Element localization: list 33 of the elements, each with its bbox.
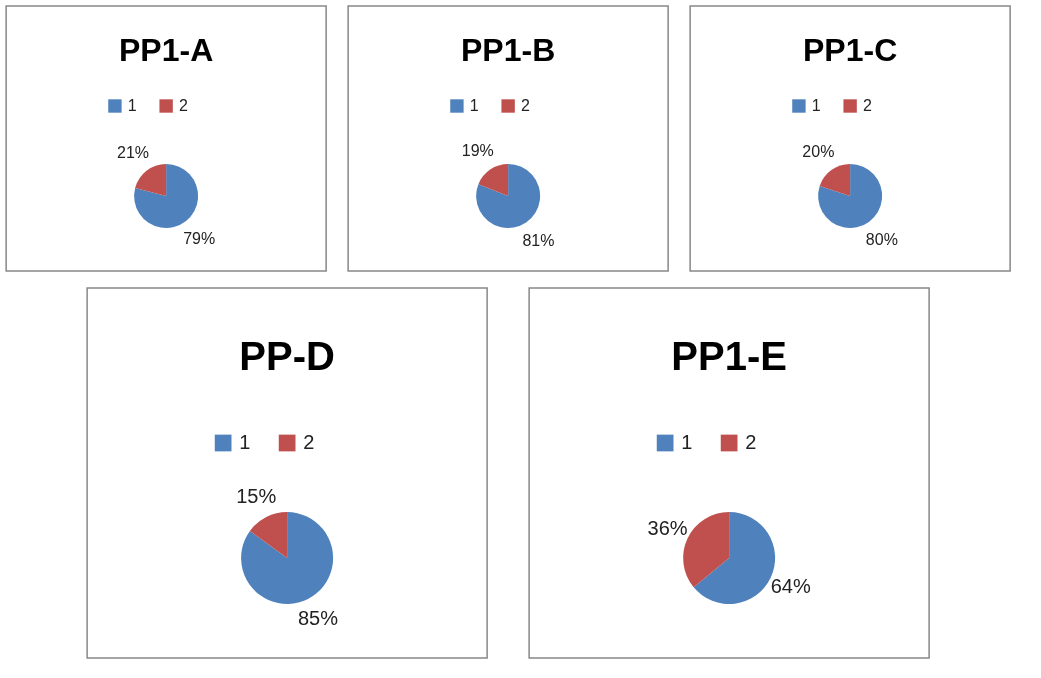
chart-title: PP1-A [119,32,214,68]
legend-label: 2 [303,431,315,453]
data-label: 21% [117,144,150,162]
pie-slice [249,512,288,558]
pie-slice [819,164,851,196]
chart-title: PP1-B [461,32,556,68]
data-label: 20% [802,143,835,161]
data-label: 15% [236,485,277,508]
data-label: 85% [297,606,339,629]
chart-title: PP1-C [803,32,898,68]
pie-slice [478,164,509,196]
data-label: 36% [647,517,688,540]
legend-label: 2 [862,97,872,114]
chart-title: PP-D [239,334,335,378]
legend-label: 2 [520,97,530,114]
pie-slice [241,512,334,604]
data-label: 79% [183,229,216,247]
data-label: 19% [461,142,494,160]
legend-label: 1 [127,97,137,114]
data-label: 81% [522,231,555,249]
pie-slice [134,164,199,228]
data-label: 80% [865,230,898,248]
legend-label: 1 [811,97,821,114]
pie-slice [476,164,541,228]
pie-slice [818,164,883,228]
legend-label: 1 [469,97,479,114]
legend-label: 2 [178,97,188,114]
legend-label: 1 [681,431,693,453]
legend-label: 2 [745,431,757,453]
pie-slice [135,164,167,196]
data-label: 64% [770,574,811,597]
legend-label: 1 [239,431,251,453]
chart-title: PP1-E [671,334,787,378]
